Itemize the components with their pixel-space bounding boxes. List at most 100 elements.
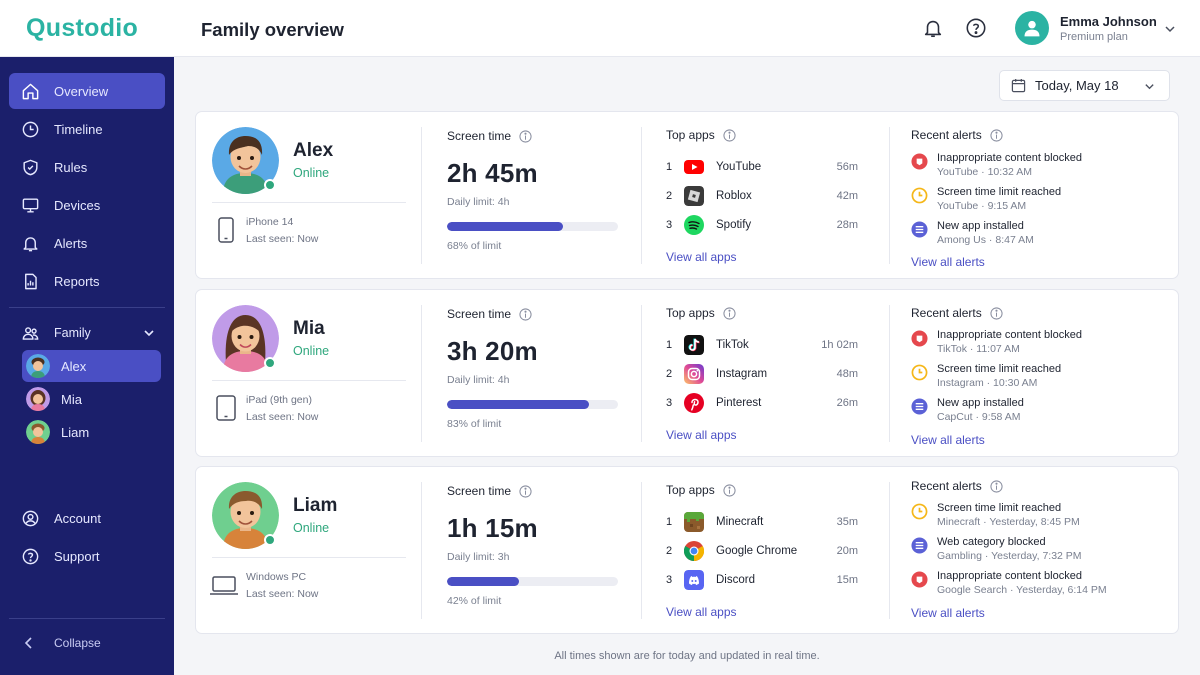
percent-of-limit: 68% of limit — [447, 240, 502, 252]
column-divider — [889, 482, 890, 619]
tablet-icon — [216, 395, 236, 421]
online-indicator — [264, 179, 276, 191]
sidebar-item-label: Timeline — [54, 121, 103, 137]
last-seen: Last seen: Now — [246, 233, 319, 245]
info-icon[interactable] — [519, 307, 532, 321]
alert-item[interactable]: Web category blocked Gambling · Yesterda… — [911, 536, 1171, 568]
app-row[interactable]: 1 YouTube 56m — [666, 156, 858, 178]
app-row[interactable]: 1 Minecraft 35m — [666, 511, 858, 533]
chevron-down-icon[interactable] — [1164, 23, 1176, 35]
view-all-apps-link[interactable]: View all apps — [666, 428, 737, 442]
alert-title: New app installed — [937, 397, 1024, 409]
child-avatar[interactable] — [212, 482, 279, 549]
sidebar-child-liam[interactable]: Liam — [22, 416, 161, 448]
percent-of-limit: 83% of limit — [447, 418, 502, 430]
alert-subtitle: YouTube · 9:15 AM — [937, 200, 1027, 212]
user-avatar[interactable] — [1015, 11, 1049, 45]
list-alert-icon — [911, 537, 928, 554]
app-rank: 2 — [666, 545, 673, 557]
family-icon — [22, 326, 39, 340]
sidebar-child-alex[interactable]: Alex — [22, 350, 161, 382]
alert-item[interactable]: Screen time limit reached YouTube · 9:15… — [911, 186, 1171, 218]
app-time: 56m — [836, 161, 858, 173]
sidebar-item-support[interactable]: Support — [9, 538, 165, 574]
sidebar-item-label: Account — [54, 510, 101, 526]
user-icon — [1024, 20, 1040, 37]
info-icon[interactable] — [990, 479, 1003, 493]
app-row[interactable]: 2 Roblox 42m — [666, 185, 858, 207]
alert-subtitle: Google Search · Yesterday, 6:14 PM — [937, 584, 1107, 596]
info-icon[interactable] — [990, 128, 1003, 142]
app-rank: 1 — [666, 516, 673, 528]
sidebar-item-account[interactable]: Account — [9, 500, 165, 536]
alert-subtitle: YouTube · 10:32 AM — [937, 166, 1032, 178]
alert-title: Screen time limit reached — [937, 363, 1062, 375]
info-icon[interactable] — [519, 484, 532, 498]
screen-time-value: 3h 20m — [447, 336, 538, 366]
discord-icon — [684, 570, 704, 590]
info-icon[interactable] — [723, 128, 736, 142]
view-all-alerts-link[interactable]: View all alerts — [911, 606, 985, 620]
app-row[interactable]: 3 Discord 15m — [666, 569, 858, 591]
app-name: TikTok — [716, 339, 749, 351]
qustodio-logo[interactable]: Qustodio — [26, 13, 139, 42]
info-icon[interactable] — [519, 129, 532, 143]
recent-alerts-title: Recent alerts — [911, 479, 1003, 493]
alert-item[interactable]: Inappropriate content blocked Google Sea… — [911, 570, 1171, 602]
app-name: Minecraft — [716, 516, 764, 528]
progress-fill — [447, 400, 589, 409]
bottom-nav: Account Support — [9, 500, 165, 576]
sidebar-child-label: Alex — [61, 358, 87, 374]
user-name[interactable]: Emma Johnson — [1060, 14, 1157, 29]
info-icon[interactable] — [723, 483, 736, 497]
sidebar-item-devices[interactable]: Devices — [9, 187, 165, 223]
clock-alert-icon — [911, 187, 928, 204]
sidebar-item-reports[interactable]: Reports — [9, 263, 165, 299]
percent-of-limit: 42% of limit — [447, 595, 502, 607]
user-plan: Premium plan — [1060, 31, 1128, 43]
alert-item[interactable]: New app installed CapCut · 9:58 AM — [911, 397, 1171, 429]
collapse-button[interactable]: Collapse — [22, 636, 101, 650]
family-section-toggle[interactable]: Family — [9, 316, 165, 350]
app-row[interactable]: 2 Instagram 48m — [666, 363, 858, 385]
help-icon[interactable] — [965, 17, 987, 39]
sidebar-item-label: Reports — [54, 273, 100, 289]
sidebar-item-overview[interactable]: Overview — [9, 73, 165, 109]
app-row[interactable]: 2 Google Chrome 20m — [666, 540, 858, 562]
app-row[interactable]: 1 TikTok 1h 02m — [666, 334, 858, 356]
app-name: Pinterest — [716, 397, 762, 409]
calendar-icon — [1011, 78, 1026, 93]
app-row[interactable]: 3 Pinterest 26m — [666, 392, 858, 414]
child-avatar[interactable] — [212, 305, 279, 372]
alert-item[interactable]: Screen time limit reached Minecraft · Ye… — [911, 502, 1171, 534]
view-all-alerts-link[interactable]: View all alerts — [911, 433, 985, 447]
app-row[interactable]: 3 Spotify 28m — [666, 214, 858, 236]
report-icon — [25, 273, 37, 289]
child-avatar[interactable] — [212, 127, 279, 194]
notifications-bell-icon[interactable] — [922, 17, 944, 39]
alert-item[interactable]: Screen time limit reached Instagram · 10… — [911, 363, 1171, 395]
app-time: 20m — [836, 545, 858, 557]
recent-alerts-title: Recent alerts — [911, 128, 1003, 142]
info-icon[interactable] — [990, 306, 1003, 320]
date-picker[interactable]: Today, May 18 — [999, 70, 1170, 101]
view-all-apps-link[interactable]: View all apps — [666, 605, 737, 619]
view-all-alerts-link[interactable]: View all alerts — [911, 255, 985, 269]
alert-item[interactable]: Inappropriate content blocked TikTok · 1… — [911, 329, 1171, 361]
view-all-apps-link[interactable]: View all apps — [666, 250, 737, 264]
sidebar-item-alerts[interactable]: Alerts — [9, 225, 165, 261]
home-icon — [22, 83, 39, 99]
alert-title: Inappropriate content blocked — [937, 152, 1082, 164]
column-divider — [641, 305, 642, 442]
blocked-alert-icon — [911, 330, 928, 347]
screen-time-progress — [447, 400, 618, 409]
sidebar-item-timeline[interactable]: Timeline — [9, 111, 165, 147]
sidebar-child-mia[interactable]: Mia — [22, 383, 161, 415]
alert-item[interactable]: Inappropriate content blocked YouTube · … — [911, 152, 1171, 184]
alert-item[interactable]: New app installed Among Us · 8:47 AM — [911, 220, 1171, 252]
collapse-label: Collapse — [54, 636, 101, 650]
sidebar-item-rules[interactable]: Rules — [9, 149, 165, 185]
info-icon[interactable] — [723, 306, 736, 320]
recent-alerts-title: Recent alerts — [911, 306, 1003, 320]
top-header: Family overview Emma Johnson Premium pla… — [174, 0, 1200, 57]
